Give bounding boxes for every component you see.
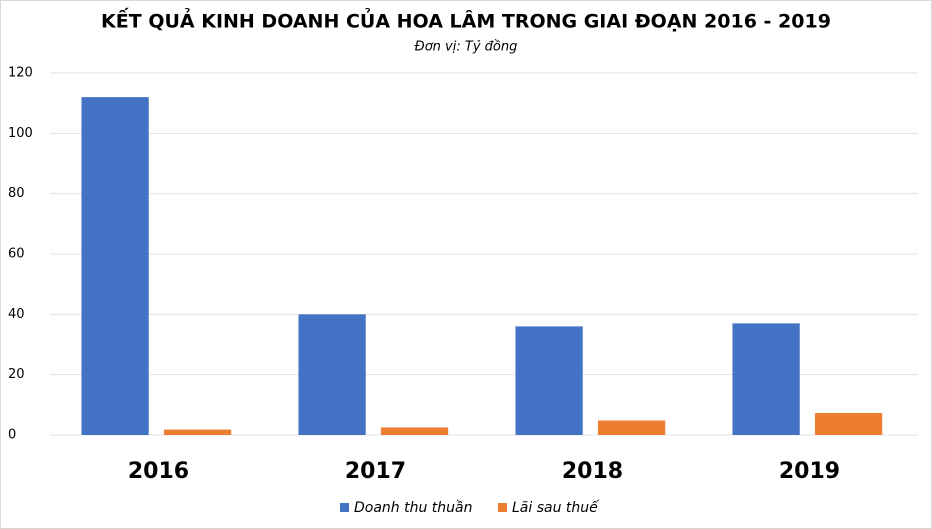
- bar: [732, 323, 800, 435]
- bar: [298, 314, 366, 435]
- legend-label: Doanh thu thuần: [354, 500, 473, 516]
- bar: [380, 427, 449, 435]
- legend-swatch: [498, 503, 507, 512]
- legend-swatch: [340, 503, 349, 512]
- x-tick-label: 2017: [345, 459, 406, 484]
- x-tick-label: 2019: [779, 459, 840, 484]
- y-tick-label: 40: [8, 307, 25, 322]
- y-tick-label: 120: [8, 66, 33, 81]
- bar: [81, 97, 149, 435]
- bar: [597, 420, 666, 435]
- x-tick-label: 2016: [128, 459, 189, 484]
- y-tick-label: 20: [8, 367, 25, 382]
- bar: [814, 412, 883, 435]
- y-tick-label: 60: [8, 247, 25, 262]
- chart-title: KẾT QUẢ KINH DOANH CỦA HOA LÂM TRONG GIA…: [101, 7, 831, 33]
- bar: [515, 326, 583, 435]
- y-tick-label: 0: [8, 428, 16, 443]
- bar: [163, 429, 232, 435]
- legend-label: Lãi sau thuế: [512, 499, 600, 516]
- y-tick-label: 80: [8, 186, 25, 201]
- chart-subtitle: Đơn vị: Tỷ đồng: [415, 40, 518, 55]
- x-tick-label: 2018: [562, 459, 623, 484]
- y-tick-label: 100: [8, 126, 33, 141]
